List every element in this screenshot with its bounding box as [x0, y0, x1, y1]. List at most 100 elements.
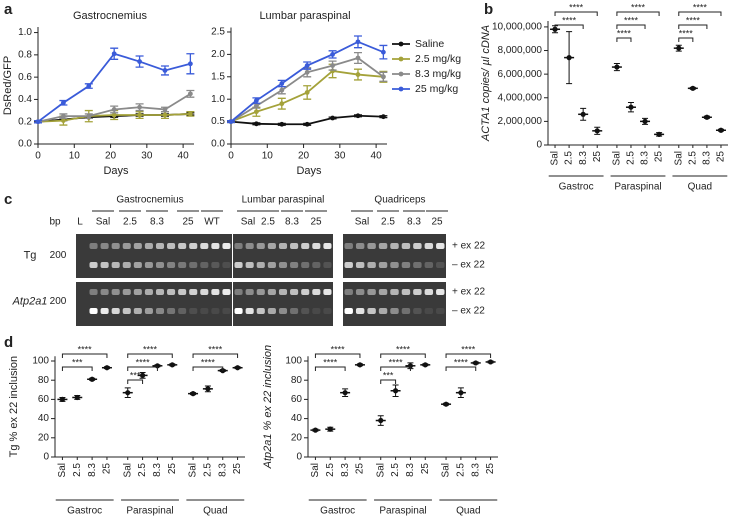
- point: [86, 83, 92, 89]
- y-tick-label: 40: [38, 413, 50, 424]
- y-tick-label: 60: [291, 394, 303, 405]
- significance-label: ****: [208, 344, 223, 354]
- point: [253, 103, 259, 109]
- x-tick-label: 20: [105, 151, 117, 162]
- gel-band: [278, 308, 288, 314]
- gel-band: [344, 243, 353, 249]
- x-tick-label: 8.3: [640, 151, 651, 165]
- gel-band: [413, 262, 422, 268]
- gel-band: [245, 308, 254, 314]
- gel-image: [343, 282, 446, 326]
- legend-label: Saline: [415, 38, 444, 50]
- gel-image: [233, 234, 333, 278]
- point: [253, 98, 259, 103]
- gel-band: [278, 262, 288, 268]
- y-tick-label: 2.5: [211, 27, 225, 38]
- x-tick-label: 8.3: [152, 463, 163, 477]
- x-tick-label: Sal: [122, 463, 133, 477]
- gel-band: [413, 243, 422, 249]
- gel-band: [312, 262, 321, 268]
- gel-image: [343, 234, 446, 278]
- gel-image: [88, 282, 232, 326]
- legend-label: 2.5 mg/kg: [415, 53, 461, 65]
- x-tick-label: Sal: [310, 463, 321, 477]
- y-tick-label: 80: [38, 375, 50, 386]
- y-tick-label: 0: [43, 452, 49, 463]
- gel-group-label: Quadriceps: [374, 195, 425, 206]
- point: [86, 113, 92, 119]
- point: [74, 394, 80, 401]
- significance-bracket: [380, 379, 397, 384]
- point: [355, 113, 361, 119]
- band-label: + ex 22: [452, 287, 486, 298]
- gel-band: [200, 243, 209, 249]
- x-tick-label: Sal: [57, 463, 68, 477]
- gel-band: [245, 262, 254, 268]
- y-tick-label: 0: [296, 452, 302, 463]
- gel-band: [323, 289, 332, 295]
- gel-band: [301, 308, 310, 314]
- legend-swatch: [398, 71, 404, 77]
- gel-band: [122, 262, 131, 268]
- gel-group-label: Gastrocnemius: [116, 195, 183, 206]
- significance-bracket: [678, 11, 722, 16]
- gel-band: [167, 262, 176, 268]
- gel-band: [133, 262, 142, 268]
- gel-band: [390, 308, 399, 314]
- point: [187, 91, 193, 97]
- significance-bracket: [380, 366, 411, 371]
- x-tick-label: 0: [35, 151, 41, 162]
- x-tick-label: 30: [334, 151, 346, 162]
- gel-band: [234, 289, 243, 295]
- gel-band: [378, 262, 388, 268]
- point: [35, 119, 41, 125]
- significance-bracket: [192, 353, 239, 358]
- gel-band: [424, 243, 434, 249]
- gel-band: [401, 308, 411, 314]
- significance-label: ****: [631, 2, 646, 12]
- point: [60, 118, 66, 123]
- point: [60, 100, 66, 106]
- gel-band: [378, 308, 388, 314]
- point: [59, 396, 66, 402]
- ladder-label: L: [77, 217, 83, 228]
- point: [690, 85, 696, 91]
- y-tick-label: 2.0: [211, 49, 225, 60]
- x-tick-label: 8.3: [340, 463, 351, 477]
- point: [704, 114, 710, 120]
- significance-bracket: [678, 24, 708, 29]
- point: [355, 55, 361, 61]
- point: [422, 362, 428, 368]
- x-tick-label: 2.5: [137, 463, 148, 477]
- point: [566, 55, 572, 61]
- x-tick-label: 8.3: [217, 463, 228, 477]
- point: [162, 112, 168, 118]
- gel-band: [424, 262, 434, 268]
- point: [137, 112, 142, 118]
- significance-label: ****: [323, 357, 338, 367]
- gel-band: [290, 308, 299, 314]
- gel-band: [178, 289, 187, 295]
- y-tick-label: 60: [38, 394, 50, 405]
- point: [234, 365, 241, 371]
- gel-band: [245, 289, 254, 295]
- gel-band: [367, 243, 376, 249]
- x-tick-label: 2.5: [325, 463, 336, 477]
- gel-band: [122, 243, 131, 249]
- chart-title: Gastrocnemius: [73, 10, 147, 22]
- legend-label: 8.3 mg/kg: [415, 68, 461, 80]
- significance-label: ****: [136, 357, 151, 367]
- group-label: Paraspinal: [614, 182, 661, 193]
- group-label: Quad: [203, 506, 227, 517]
- group-label: Gastroc: [320, 506, 355, 517]
- point: [304, 90, 310, 95]
- size-label: 200: [50, 250, 67, 261]
- gel-band: [89, 289, 98, 295]
- point: [312, 427, 319, 433]
- significance-label: ****: [454, 357, 469, 367]
- gel-band: [401, 262, 411, 268]
- gel-image: [88, 234, 232, 278]
- point: [443, 401, 449, 407]
- gel-band: [133, 243, 142, 249]
- gel-band: [200, 308, 209, 314]
